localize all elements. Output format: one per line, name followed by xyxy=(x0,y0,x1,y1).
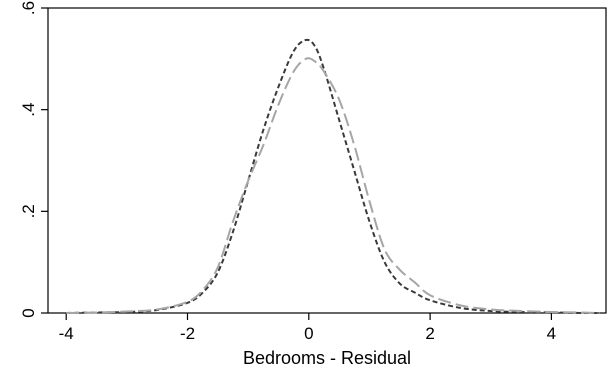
x-tick-label: -2 xyxy=(180,324,195,343)
y-axis-ticks: 0 .2 .4 .6 xyxy=(19,1,48,318)
y-tick-label: 0 xyxy=(19,308,38,317)
plot-frame xyxy=(47,7,607,314)
x-tick-label: 0 xyxy=(304,324,313,343)
x-axis-ticks: -4 -2 0 2 4 xyxy=(59,313,556,343)
x-tick-label: -4 xyxy=(59,324,74,343)
series-layer xyxy=(66,38,600,315)
x-axis-title: Bedrooms - Residual xyxy=(243,348,411,368)
x-tick-label: 2 xyxy=(425,324,434,343)
y-tick-label: .4 xyxy=(19,103,38,117)
y-tick-label: .2 xyxy=(19,204,38,218)
density-series-2-line xyxy=(66,57,600,314)
x-tick-label: 4 xyxy=(547,324,556,343)
density-series-1-line xyxy=(66,38,600,315)
y-tick-label: .6 xyxy=(19,1,38,15)
